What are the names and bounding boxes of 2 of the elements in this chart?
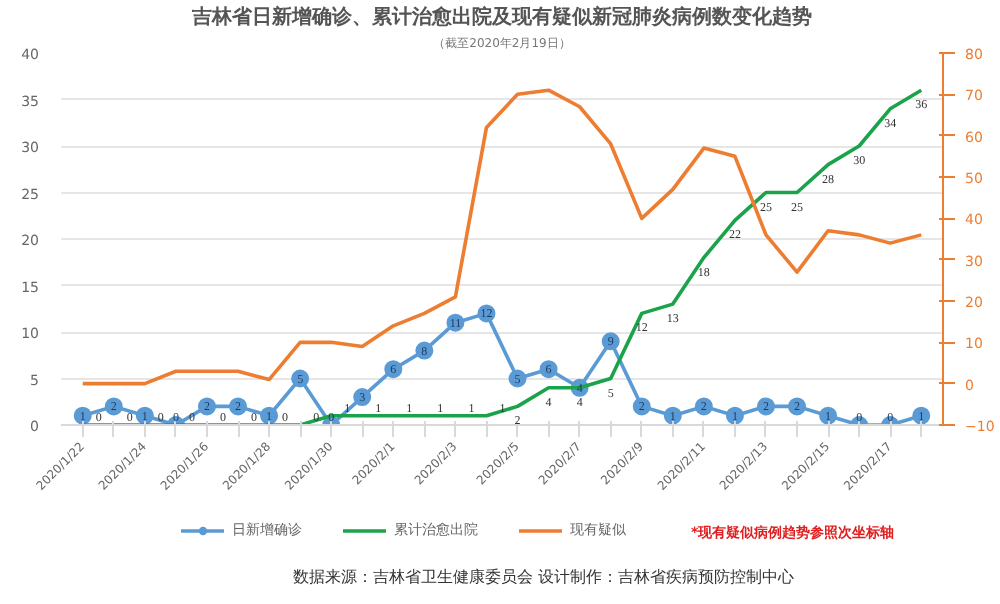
chart-title: 吉林省日新增确诊、累计治愈出院及现有疑似新冠肺炎病例数变化趋势 [190,5,812,29]
source-note: 数据来源：吉林省卫生健康委员会 设计制作：吉林省疾病预防控制中心 [292,568,794,586]
